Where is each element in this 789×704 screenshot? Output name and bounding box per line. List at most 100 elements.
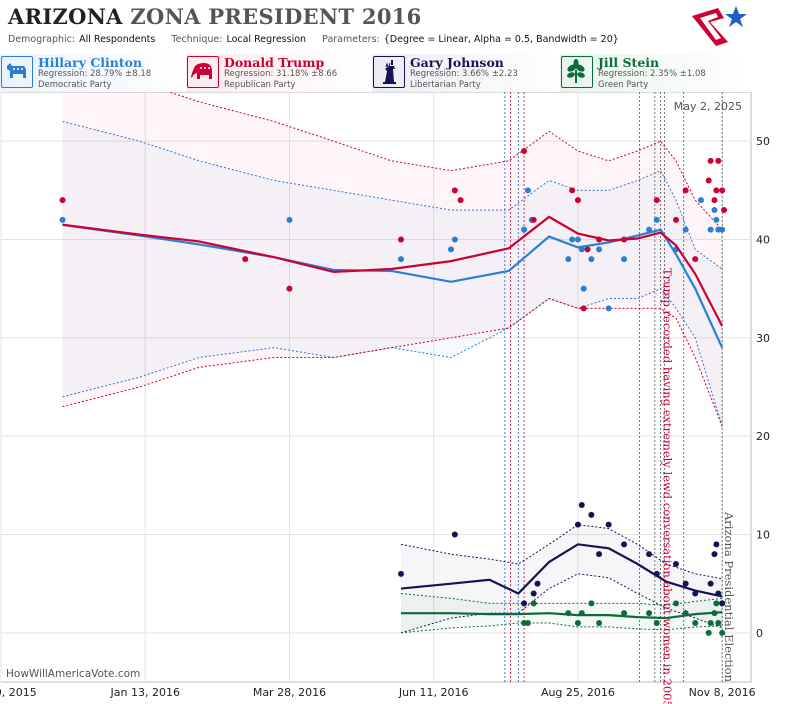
- confidence-band: [62, 121, 723, 427]
- poll-point: [534, 580, 541, 587]
- confidence-upper: [62, 121, 723, 270]
- poll-point: [711, 207, 718, 213]
- poll-point: [621, 256, 628, 263]
- y-tick-label: 30: [756, 332, 770, 345]
- regression-line: [62, 223, 724, 349]
- poll-point: [286, 216, 293, 223]
- y-tick-label: 40: [756, 234, 770, 247]
- site-logo-icon[interactable]: [688, 2, 750, 48]
- poll-point: [721, 207, 728, 213]
- candidate-name: Gary Johnson: [410, 55, 504, 70]
- confidence-upper: [167, 92, 723, 231]
- confidence-band: [62, 92, 723, 427]
- poll-point: [451, 531, 458, 538]
- poll-point: [574, 620, 581, 626]
- poll-point: [621, 610, 628, 617]
- candidate-name: Jill Stein: [598, 55, 660, 70]
- parameters-key: Parameters:: [322, 34, 380, 45]
- poll-point: [578, 502, 585, 508]
- y-tick-label: 20: [756, 430, 770, 443]
- poll-point: [286, 285, 293, 292]
- y-tick-label: 10: [756, 529, 770, 542]
- y-tick-label: 50: [756, 135, 770, 148]
- confidence-band: [401, 524, 723, 633]
- poll-point: [398, 256, 404, 263]
- poll-point: [715, 157, 722, 164]
- poll-point: [457, 197, 464, 204]
- candidate-trump[interactable]: Donald Trump Regression: 31.18% ±8.66 Re…: [186, 54, 372, 92]
- poll-point: [621, 541, 628, 548]
- poll-point: [451, 236, 458, 243]
- statue-of-liberty-icon: [373, 56, 405, 88]
- candidate-stein[interactable]: Jill Stein Regression: 2.35% ±1.08 Green…: [560, 54, 746, 92]
- poll-point: [653, 197, 660, 204]
- poll-point: [451, 187, 458, 194]
- poll-point: [521, 148, 528, 154]
- poll-point: [692, 256, 699, 263]
- poll-point: [596, 246, 603, 253]
- candidate-legend: Hillary Clinton Regression: 28.79% ±8.18…: [0, 54, 789, 92]
- candidate-regression: Regression: 3.66% ±2.23: [410, 69, 518, 79]
- poll-point: [682, 580, 689, 587]
- elephant-icon: [187, 56, 219, 88]
- poll-point: [569, 187, 576, 194]
- poll-point: [719, 629, 726, 636]
- poll-point: [707, 157, 714, 164]
- poll-point: [530, 590, 537, 597]
- x-tick-label: Mar 28, 2016: [253, 686, 326, 699]
- poll-point: [605, 521, 612, 528]
- poll-point: [530, 216, 537, 223]
- poll-point: [719, 600, 726, 607]
- date-stamp: May 2, 2025: [673, 100, 742, 113]
- poll-point: [580, 285, 587, 292]
- poll-point: [713, 187, 720, 194]
- x-tick-label: Oct 30, 2015: [0, 686, 37, 699]
- title-rest: ZONA PRESIDENT 2016: [130, 4, 422, 29]
- poll-point: [682, 226, 689, 233]
- poll-point: [646, 551, 653, 558]
- technique-key: Technique:: [171, 34, 223, 45]
- poll-point: [713, 216, 720, 223]
- poll-point: [719, 187, 726, 194]
- candidate-regression: Regression: 2.35% ±1.08: [598, 69, 706, 79]
- candidate-regression: Regression: 31.18% ±8.66: [224, 69, 338, 79]
- x-tick-label: Jun 11, 2016: [398, 686, 469, 699]
- candidate-clinton[interactable]: Hillary Clinton Regression: 28.79% ±8.18…: [0, 54, 186, 92]
- candidate-party: Green Party: [598, 80, 649, 90]
- poll-point: [59, 197, 66, 204]
- poll-point: [574, 197, 581, 204]
- regression-line: [62, 215, 724, 327]
- x-tick-label: Jan 13, 2016: [110, 686, 180, 699]
- state-name: ARIZONA: [8, 4, 123, 29]
- poll-point: [398, 236, 404, 243]
- donkey-icon: [1, 56, 33, 88]
- poll-chart: Oct 30, 2015 Jan 13, 2016 Mar 28, 2016 Jun …: [0, 92, 770, 704]
- annotation-label: Trump recorded having extremely lewd con…: [661, 268, 675, 704]
- candidate-party: Republican Party: [224, 80, 296, 90]
- poll-point: [698, 197, 704, 204]
- regression-line: [400, 543, 723, 598]
- poll-point: [711, 197, 718, 204]
- candidate-party: Libertarian Party: [410, 80, 481, 90]
- poll-point: [719, 226, 726, 233]
- annotation-label: Arizona Presidential Election: [722, 511, 736, 683]
- poll-point: [596, 620, 603, 626]
- poll-point: [521, 226, 528, 233]
- poll-point: [605, 305, 612, 312]
- poll-point: [588, 511, 595, 518]
- parameters-value: {Degree = Linear, Alpha = 0.5, Bandwidth…: [383, 34, 619, 45]
- technique-value: Local Regression: [226, 34, 307, 45]
- candidate-party: Democratic Party: [38, 80, 112, 90]
- poll-point: [682, 187, 689, 194]
- poll-point: [713, 600, 720, 607]
- candidate-name: Donald Trump: [224, 55, 325, 70]
- poll-point: [715, 620, 722, 626]
- x-tick-label: Aug 25, 2016: [541, 686, 615, 699]
- poll-point: [596, 551, 603, 558]
- candidate-johnson[interactable]: Gary Johnson Regression: 3.66% ±2.23 Lib…: [372, 54, 558, 92]
- poll-point: [711, 551, 718, 558]
- poll-point: [588, 600, 595, 607]
- confidence-upper: [400, 524, 723, 580]
- poll-point: [707, 580, 714, 587]
- poll-point: [588, 256, 595, 263]
